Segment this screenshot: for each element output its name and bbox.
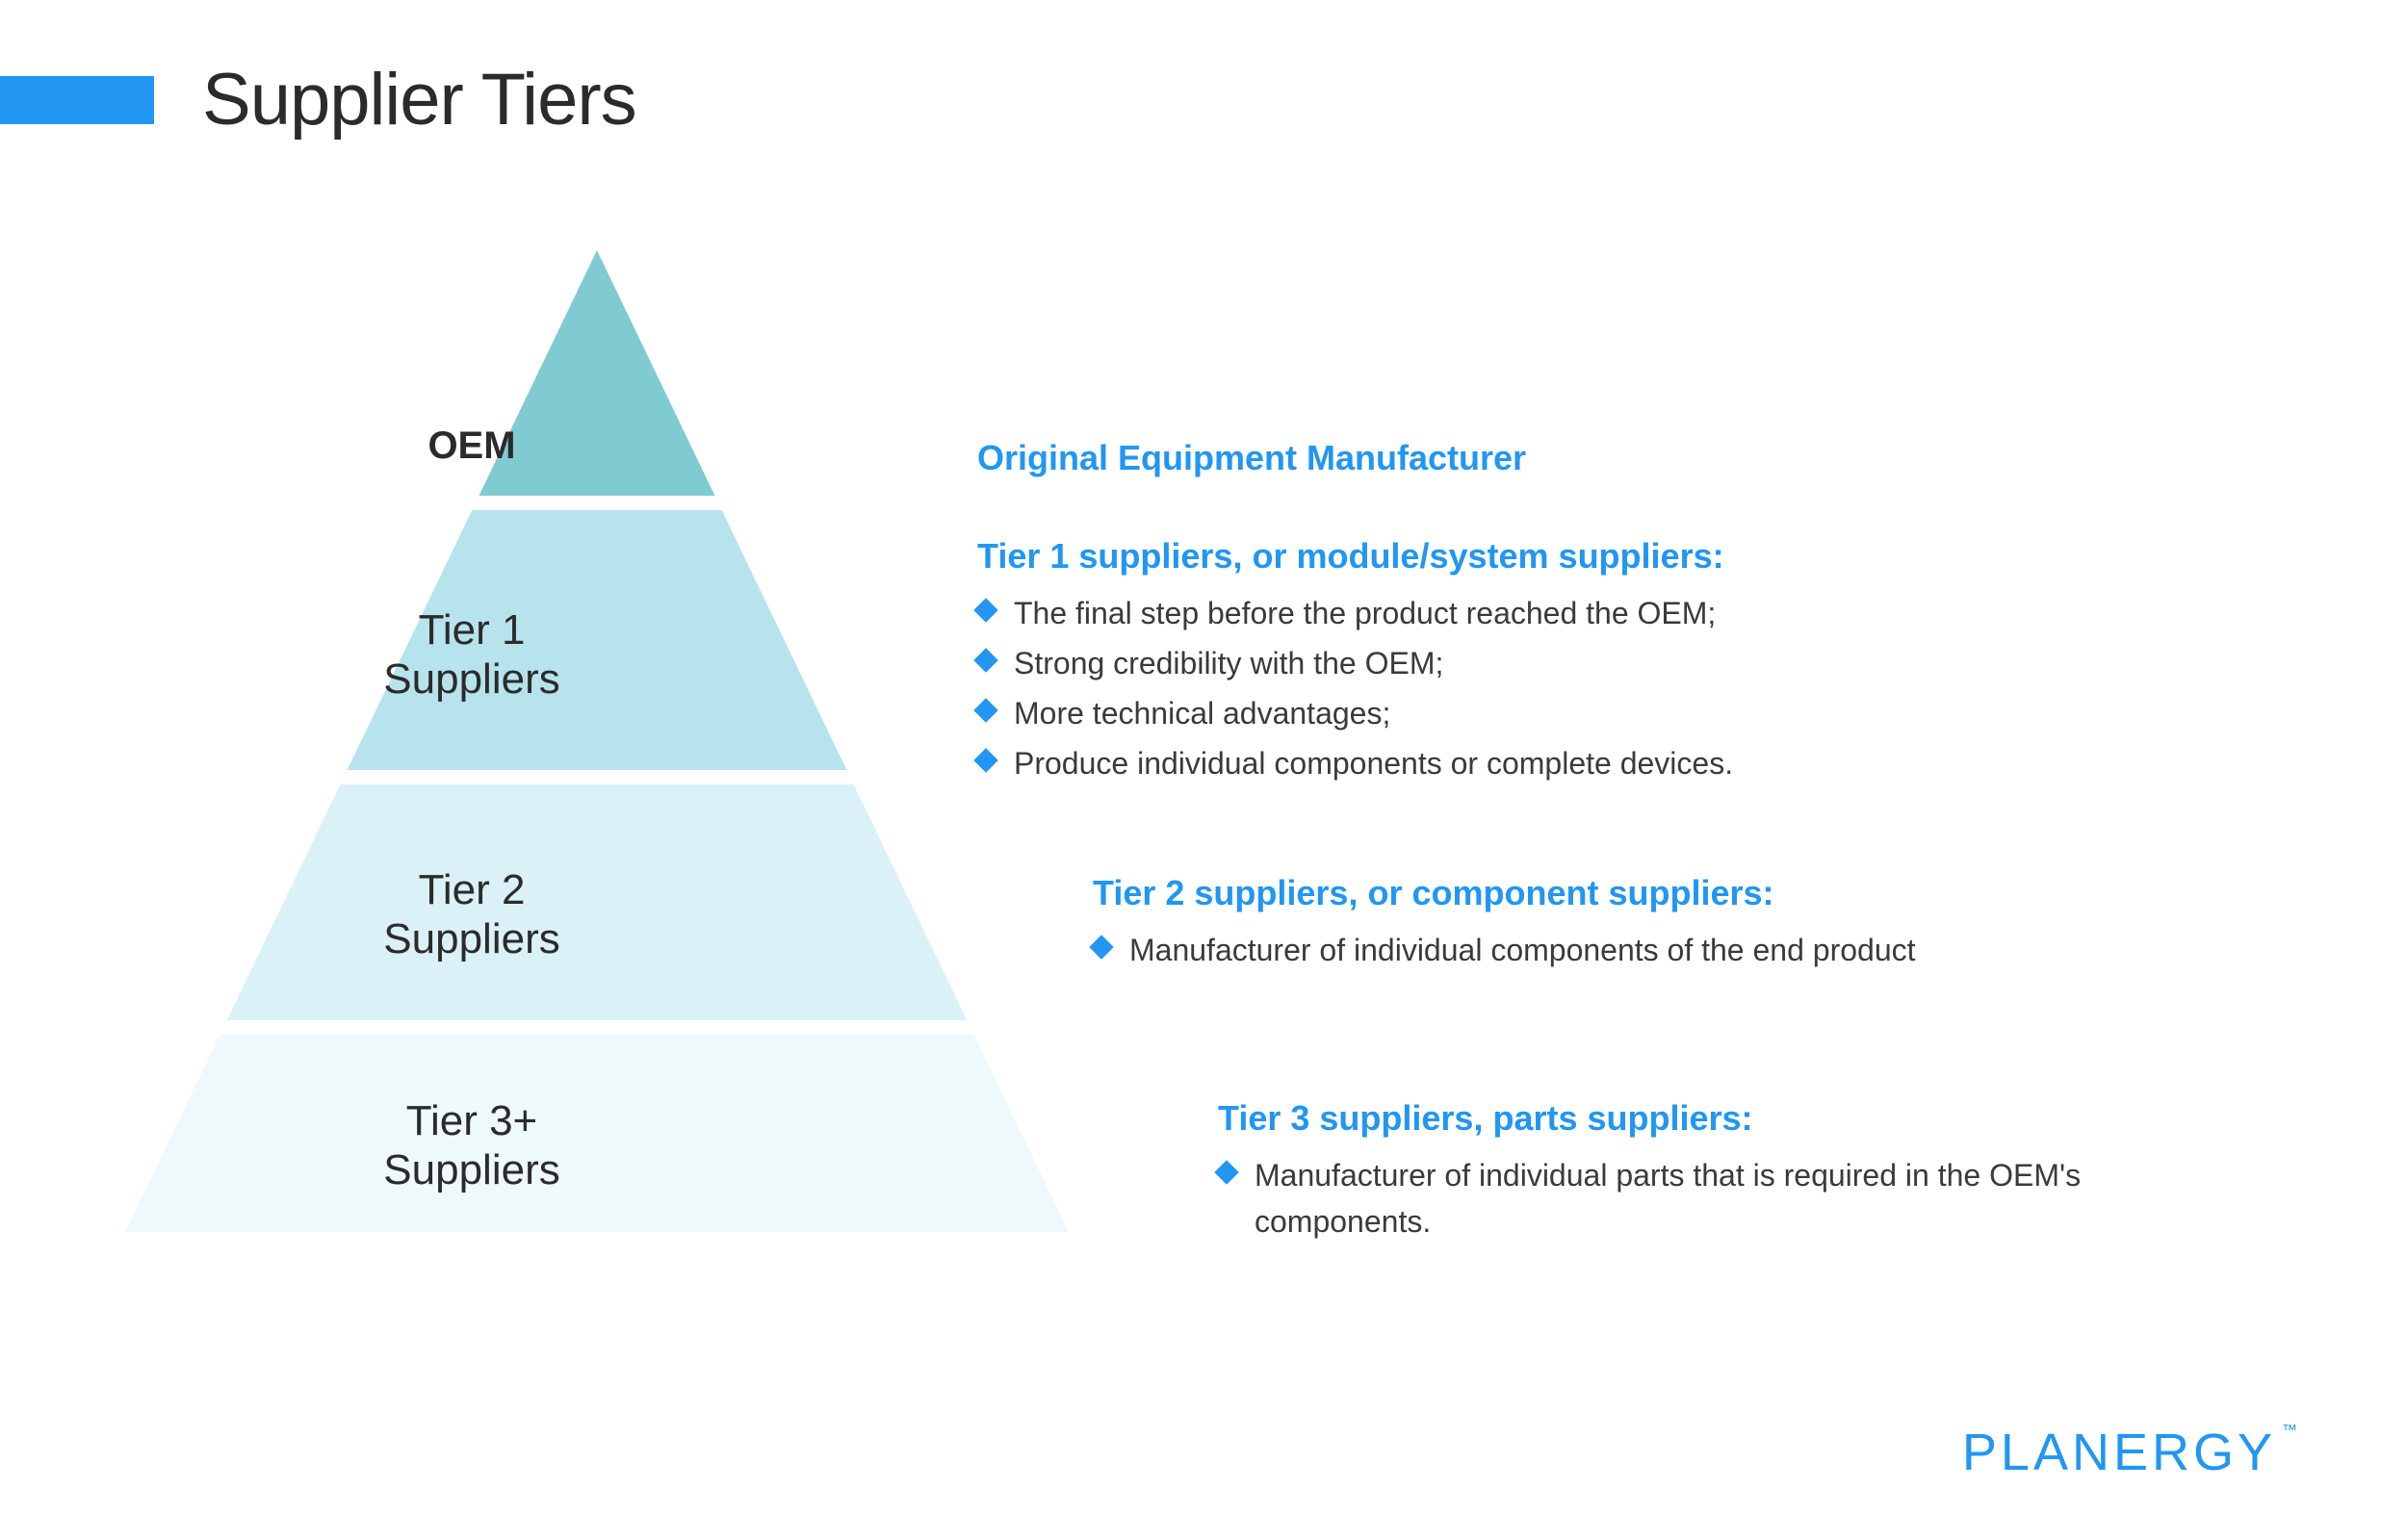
- title-accent-bar: [0, 76, 154, 124]
- list-item: Produce individual components or complet…: [977, 740, 2229, 786]
- desc-block-oem: Original Equipment Manufacturer: [977, 438, 2229, 478]
- list-item-text: Strong credibility with the OEM;: [1014, 640, 1443, 686]
- list-item: The final step before the product reache…: [977, 590, 2229, 636]
- list-item: Manufacturer of individual parts that is…: [1218, 1152, 2229, 1245]
- desc-heading-tier1: Tier 1 suppliers, or module/system suppl…: [977, 536, 2229, 577]
- list-item-text: Produce individual components or complet…: [1014, 740, 1733, 786]
- desc-list-tier1: The final step before the product reache…: [977, 590, 2229, 786]
- bullet-icon: [1214, 1160, 1238, 1184]
- list-item: Manufacturer of individual components of…: [1093, 927, 2229, 973]
- bullet-icon: [973, 748, 997, 772]
- pyramid-svg: [125, 250, 1069, 1232]
- desc-list-tier3: Manufacturer of individual parts that is…: [1218, 1152, 2229, 1245]
- list-item-text: Manufacturer of individual parts that is…: [1255, 1152, 2229, 1245]
- title-bar: Supplier Tiers: [0, 58, 636, 141]
- pyramid-label-oem: OEM: [427, 424, 515, 468]
- desc-block-tier3: Tier 3 suppliers, parts suppliers: Manuf…: [1218, 1098, 2229, 1245]
- pyramid-label-tier2: Tier 2Suppliers: [383, 866, 559, 963]
- desc-heading-tier2: Tier 2 suppliers, or component suppliers…: [1093, 873, 2229, 913]
- desc-list-tier2: Manufacturer of individual components of…: [1093, 927, 2229, 973]
- bullet-icon: [973, 648, 997, 672]
- logo-text: PLANERGY: [1962, 1424, 2276, 1481]
- desc-heading-tier3: Tier 3 suppliers, parts suppliers:: [1218, 1098, 2229, 1139]
- page: Supplier Tiers OEM Tier 1Suppliers Tier …: [0, 0, 2407, 1540]
- brand-logo: PLANERGY ™: [1962, 1423, 2301, 1482]
- pyramid-label-tier3: Tier 3+Suppliers: [383, 1097, 559, 1194]
- bullet-icon: [973, 698, 997, 722]
- list-item-text: More technical advantages;: [1014, 690, 1390, 736]
- bullet-icon: [1089, 935, 1113, 959]
- desc-block-tier2: Tier 2 suppliers, or component suppliers…: [1093, 873, 2229, 973]
- list-item: More technical advantages;: [977, 690, 2229, 736]
- page-title: Supplier Tiers: [202, 58, 636, 141]
- pyramid-diagram: [125, 250, 1069, 1232]
- bullet-icon: [973, 598, 997, 622]
- desc-block-tier1: Tier 1 suppliers, or module/system suppl…: [977, 536, 2229, 786]
- list-item: Strong credibility with the OEM;: [977, 640, 2229, 686]
- logo-tm: ™: [2282, 1423, 2301, 1439]
- list-item-text: The final step before the product reache…: [1014, 590, 1716, 636]
- desc-heading-oem: Original Equipment Manufacturer: [977, 438, 2229, 478]
- list-item-text: Manufacturer of individual components of…: [1129, 927, 1916, 973]
- descriptions: Original Equipment Manufacturer Tier 1 s…: [977, 404, 2229, 1273]
- pyramid-label-tier1: Tier 1Suppliers: [383, 606, 559, 704]
